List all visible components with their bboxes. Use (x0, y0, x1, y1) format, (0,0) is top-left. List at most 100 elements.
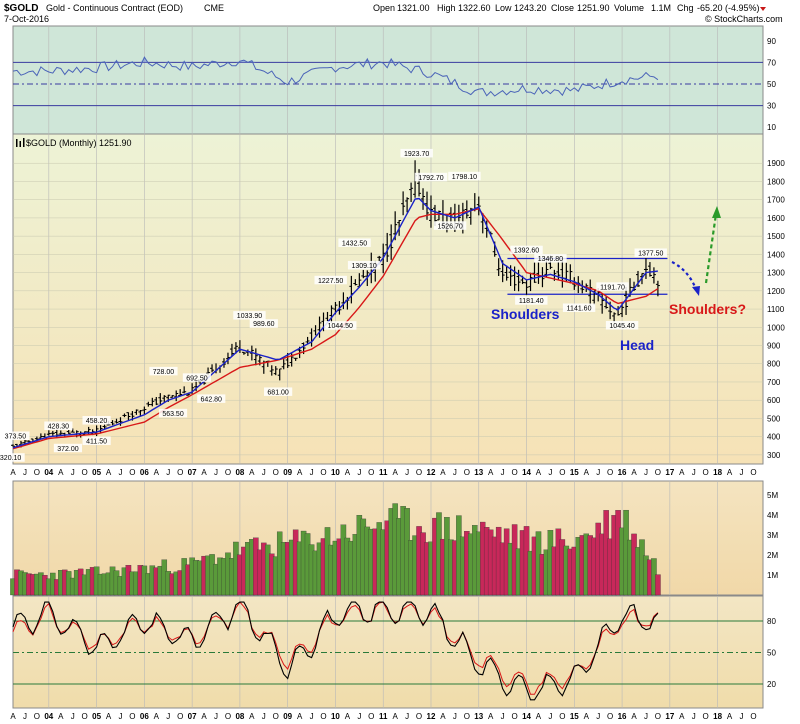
price-label-bg (233, 311, 266, 320)
x-tick-month: A (631, 468, 637, 477)
price-label-bg (510, 245, 543, 255)
x-tick-month: J (262, 468, 266, 477)
x-tick-month: O (34, 468, 40, 477)
annotation-shoulders-right: Shoulders? (669, 301, 746, 317)
x-tick-month: O (34, 712, 40, 721)
price-label: 1191.70 (600, 284, 625, 291)
x-tick-month: J (118, 712, 122, 721)
x-tick-year: 09 (283, 468, 292, 477)
x-tick-month: O (703, 468, 709, 477)
price-label: 1377.50 (638, 250, 663, 257)
x-tick-month: A (154, 468, 160, 477)
volume-y-tick: 5M (767, 491, 778, 500)
price-label-bg (0, 453, 25, 462)
price-label-bg (338, 238, 371, 247)
price-label-bg (264, 387, 293, 396)
instrument-name: Gold - Continuous Contract (EOD) (46, 3, 183, 13)
price-label-bg (82, 436, 111, 446)
low-label: Low (495, 3, 512, 13)
annotation-head: Head (620, 337, 654, 353)
x-tick-month: O (750, 712, 756, 721)
price-label-bg (197, 394, 226, 403)
x-tick-month: A (440, 712, 446, 721)
price-label-bg (44, 421, 73, 430)
x-tick-month: J (644, 468, 648, 477)
price-y-tick: 700 (767, 378, 781, 387)
price-label-bg (448, 171, 481, 181)
stochastic-d-line (12, 601, 659, 695)
chg-value: -65.20 (-4.95%) (697, 3, 760, 13)
x-tick-month: J (596, 468, 600, 477)
x-tick-month: O (655, 712, 661, 721)
x-tick-month: O (511, 712, 517, 721)
x-tick-month: O (655, 468, 661, 477)
close-label: Close (551, 3, 574, 13)
price-y-tick: 1500 (767, 232, 785, 241)
x-tick-month: J (501, 712, 505, 721)
x-tick-month: A (488, 712, 494, 721)
x-tick-month: A (249, 468, 255, 477)
x-tick-year: 11 (379, 712, 388, 721)
x-tick-month: O (320, 712, 326, 721)
x-tick-month: O (177, 712, 183, 721)
x-tick-month: O (129, 468, 135, 477)
x-tick-month: J (357, 712, 361, 721)
price-y-tick: 1900 (767, 159, 785, 168)
x-tick-month: J (214, 468, 218, 477)
x-tick-month: O (416, 712, 422, 721)
price-panel (12, 133, 764, 465)
x-tick-month: O (464, 712, 470, 721)
x-tick-month: J (357, 468, 361, 477)
price-label-bg (314, 275, 347, 285)
volume-y-tick: 2M (767, 551, 778, 560)
high-value: 1322.60 (458, 3, 491, 13)
rsi-line (12, 56, 659, 97)
x-tick-month: J (548, 468, 552, 477)
rsi-y-tick: 30 (767, 102, 776, 111)
x-tick-month: A (536, 712, 542, 721)
x-tick-year: 10 (331, 468, 340, 477)
volume-bar (655, 574, 661, 596)
volume-layer: 5M 4M 3M 2M 1M (10, 491, 778, 596)
x-tick-month: J (740, 712, 744, 721)
x-tick-month: J (23, 712, 27, 721)
price-label: 320.10 (0, 455, 21, 462)
x-tick-month: O (416, 468, 422, 477)
x-tick-year: 10 (331, 712, 340, 721)
chg-label: Chg (677, 3, 694, 13)
price-y-tick: 1000 (767, 323, 785, 332)
symbol: $GOLD (4, 3, 38, 14)
down-arrow-icon (760, 7, 766, 11)
x-tick-month: A (154, 712, 160, 721)
chart-header: $GOLD Gold - Continuous Contract (EOD) C… (4, 3, 783, 24)
x-tick-year: 06 (140, 468, 149, 477)
stochastic-layer: 80 50 20 (12, 601, 776, 701)
price-label: 1346.80 (538, 256, 563, 263)
x-tick-year: 13 (474, 712, 483, 721)
bar-chart-icon (16, 138, 25, 147)
x-tick-year: 13 (474, 468, 483, 477)
price-label-bg (249, 319, 278, 328)
x-tick-year: 07 (188, 712, 197, 721)
x-tick-month: O (607, 468, 613, 477)
stochastic-y-tick: 80 (767, 617, 776, 626)
x-tick-month: A (345, 468, 351, 477)
x-tick-year: 06 (140, 712, 149, 721)
x-tick-year: 12 (427, 468, 436, 477)
x-tick-month: J (405, 468, 409, 477)
x-tick-month: J (214, 712, 218, 721)
x-tick-month: O (703, 712, 709, 721)
chart-date: 7-Oct-2016 (4, 14, 49, 24)
x-tick-month: J (166, 468, 170, 477)
price-label-bg (414, 172, 448, 182)
x-tick-month: J (692, 468, 696, 477)
x-tick-month: O (82, 712, 88, 721)
x-tick-year: 18 (713, 712, 722, 721)
price-label-bg (605, 321, 639, 330)
x-tick-month: A (631, 712, 637, 721)
volume-value: 1.1M (651, 3, 671, 13)
x-tick-year: 05 (92, 468, 101, 477)
x-tick-month: J (118, 468, 122, 477)
x-tick-month: J (71, 712, 75, 721)
